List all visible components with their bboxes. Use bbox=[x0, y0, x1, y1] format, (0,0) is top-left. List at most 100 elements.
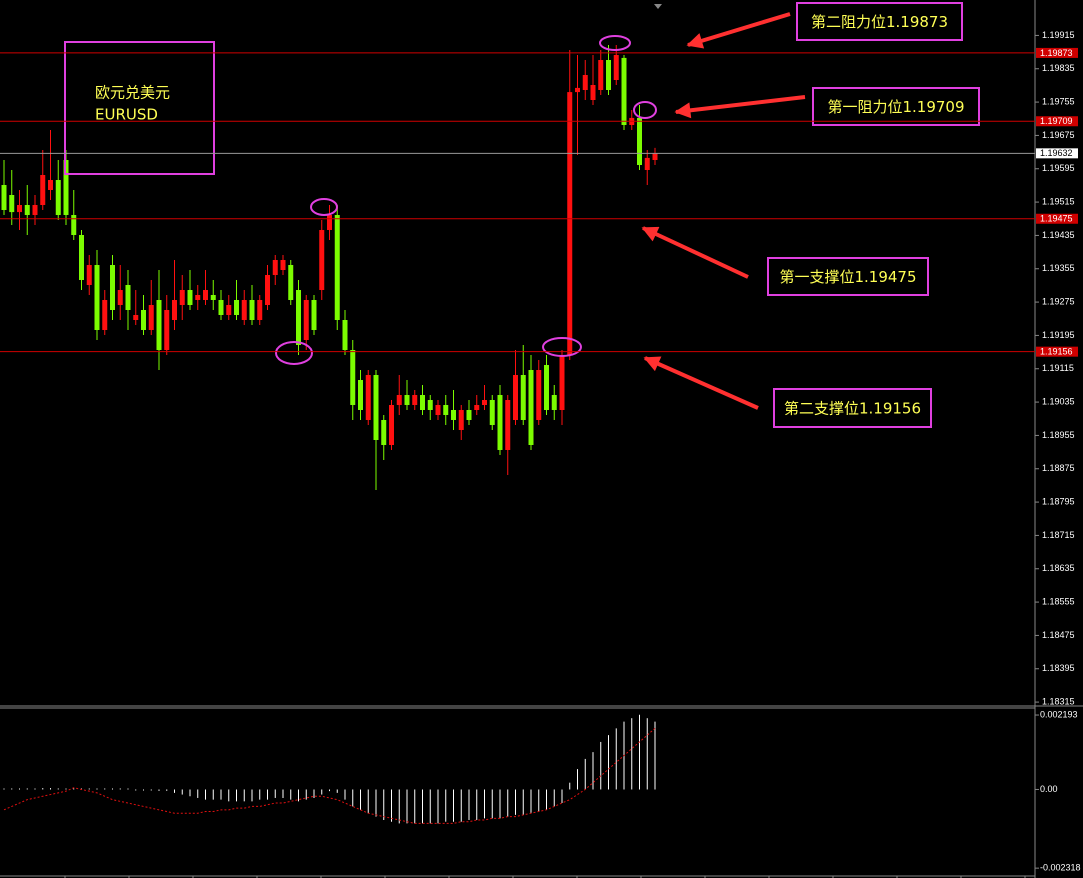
candle-body bbox=[257, 300, 263, 320]
annotation: 第二支撑位1.19156 bbox=[784, 400, 921, 418]
y-tick-label: 1.18475 bbox=[1042, 630, 1075, 640]
candle-body bbox=[489, 400, 495, 425]
candle-body bbox=[582, 75, 588, 90]
box bbox=[64, 41, 215, 175]
arrows bbox=[641, 12, 806, 410]
level-label: 1.19156 bbox=[1040, 347, 1073, 357]
y-tick-label: 1.18635 bbox=[1042, 563, 1075, 573]
chart-title: 欧元兑美元 bbox=[95, 84, 170, 102]
candle-body bbox=[195, 295, 201, 300]
y-tick-label: 1.19435 bbox=[1042, 230, 1075, 240]
level-tag bbox=[1036, 346, 1078, 357]
candle-body bbox=[48, 180, 53, 190]
y-tick-label: 1.19115 bbox=[1042, 363, 1074, 373]
candle-body bbox=[536, 370, 542, 420]
annotation-box bbox=[812, 87, 980, 126]
candle-body bbox=[32, 205, 38, 215]
candle-body bbox=[110, 265, 115, 310]
candle-body bbox=[575, 87, 580, 93]
candle-body bbox=[551, 395, 557, 410]
candle-body bbox=[179, 290, 185, 305]
candle-body bbox=[280, 260, 286, 270]
candle-body bbox=[164, 310, 170, 350]
y-tick-label: 1.19915 bbox=[1042, 30, 1075, 40]
level-label: 1.19873 bbox=[1040, 48, 1073, 58]
y-tick-label: 1.18715 bbox=[1042, 530, 1075, 540]
current-price-tag bbox=[1036, 148, 1078, 159]
candle-body bbox=[172, 300, 177, 320]
candle-body bbox=[435, 405, 441, 415]
annotation-box bbox=[796, 2, 963, 41]
candle-body bbox=[125, 285, 131, 310]
candle-body bbox=[598, 60, 604, 90]
candle-body bbox=[396, 395, 402, 405]
highlight bbox=[275, 341, 313, 365]
annotation: 第一阻力位1.19709 bbox=[827, 98, 964, 116]
candle-body bbox=[590, 85, 596, 100]
y-tick-label: 0.00 bbox=[1040, 784, 1058, 794]
candle-body bbox=[389, 405, 394, 445]
candle-body bbox=[94, 265, 100, 330]
candle-body bbox=[311, 300, 317, 330]
annotations: 第二阻力位1.19873 第一阻力位1.19709 第一支撑位1.19475 第二支撑… bbox=[767, 2, 980, 428]
candle-body bbox=[203, 290, 208, 300]
candle-body bbox=[234, 300, 239, 315]
candle-body bbox=[474, 405, 480, 410]
y-tick-label: 1.18315 bbox=[1042, 696, 1075, 706]
y-tick-label: 1.19035 bbox=[1042, 396, 1075, 406]
candle-body bbox=[272, 260, 278, 275]
candle-body bbox=[420, 395, 425, 410]
candle-body bbox=[373, 375, 379, 440]
candle-body bbox=[520, 375, 526, 420]
y-tick-label: 1.19515 bbox=[1042, 196, 1075, 206]
y-tick-label: 1.19355 bbox=[1042, 263, 1075, 273]
current-price-label: 1.19632 bbox=[1040, 148, 1073, 158]
candle-body bbox=[342, 320, 348, 350]
candle-body bbox=[443, 405, 449, 415]
candle-body bbox=[303, 300, 309, 340]
y-tick-label: 1.19835 bbox=[1042, 63, 1075, 73]
candle-body bbox=[644, 157, 650, 170]
highlight bbox=[599, 35, 631, 51]
candle-body bbox=[404, 395, 410, 405]
level-label: 1.19475 bbox=[1040, 214, 1073, 224]
candle-body bbox=[451, 410, 456, 420]
candle-body bbox=[652, 153, 658, 160]
candle-body bbox=[218, 300, 224, 315]
candle-body bbox=[17, 205, 22, 213]
annotation-box bbox=[773, 388, 932, 428]
y-tick-label: 1.18875 bbox=[1042, 463, 1075, 473]
candle-body bbox=[117, 290, 123, 305]
candle-body bbox=[241, 300, 247, 320]
candle-body bbox=[24, 205, 30, 215]
y-tick-label: -0.002318 bbox=[1040, 863, 1081, 873]
annotation: 第一支撑位1.19475 bbox=[779, 268, 916, 286]
level-label: 1.19709 bbox=[1040, 116, 1073, 126]
y-tick-label: 1.19675 bbox=[1042, 130, 1075, 140]
y-tick-label: 1.19275 bbox=[1042, 296, 1075, 306]
candle-body bbox=[365, 375, 371, 420]
candle-body bbox=[334, 215, 340, 320]
y-tick-label: 1.18955 bbox=[1042, 430, 1075, 440]
candle-body bbox=[133, 315, 139, 320]
candle-body bbox=[210, 295, 216, 300]
candle-body bbox=[148, 305, 154, 330]
y-tick-label: 0.002193 bbox=[1040, 709, 1078, 719]
candle-body bbox=[606, 60, 611, 90]
level-tag bbox=[1036, 213, 1078, 224]
candle-body bbox=[187, 290, 193, 305]
candle-body bbox=[621, 57, 627, 125]
title-box: 欧元兑美元 EURUSD bbox=[64, 41, 215, 175]
arrow bbox=[641, 226, 749, 279]
candle-body bbox=[427, 400, 433, 410]
arrow bbox=[686, 12, 791, 49]
candle-body bbox=[327, 215, 332, 230]
candle-body bbox=[513, 375, 518, 420]
candle-body bbox=[296, 290, 301, 345]
candle-body bbox=[226, 305, 232, 315]
candle-body bbox=[613, 55, 619, 80]
y-tick-label: 1.18555 bbox=[1042, 596, 1075, 606]
candle-body bbox=[482, 400, 487, 405]
price-pane bbox=[1, 45, 658, 490]
